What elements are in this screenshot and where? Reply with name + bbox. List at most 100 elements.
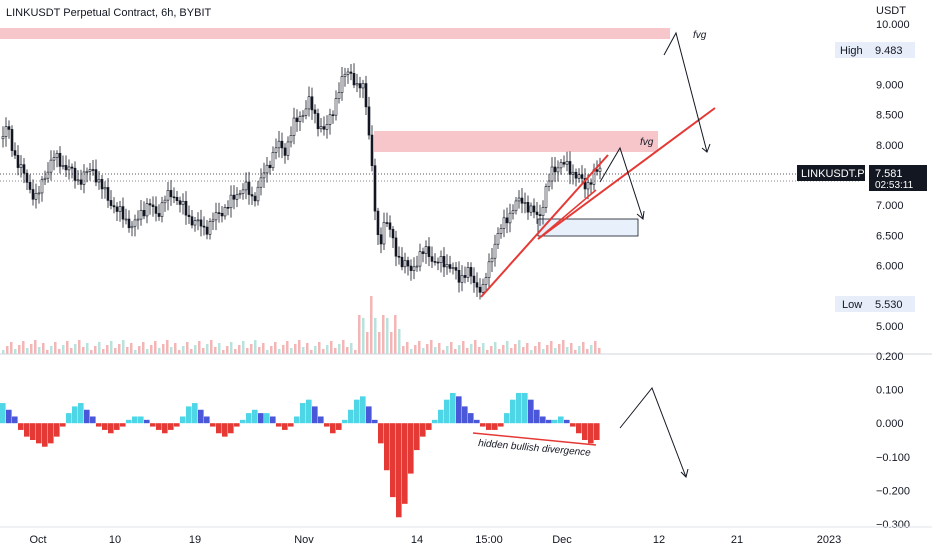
volume-bar bbox=[418, 341, 421, 354]
candle-body bbox=[319, 126, 323, 130]
candle-body bbox=[49, 159, 53, 173]
price-axis: 10.000 9.000 8.500 8.000 7.000 6.500 6.000 5.00… bbox=[876, 19, 910, 333]
candle-body bbox=[580, 174, 584, 179]
oscillator-bar bbox=[474, 419, 480, 424]
oscillator-bar bbox=[414, 423, 420, 451]
candle-body bbox=[442, 256, 446, 268]
volume-bar bbox=[438, 343, 441, 354]
candle-body bbox=[487, 261, 491, 278]
candle-body bbox=[37, 192, 41, 195]
candle-body bbox=[169, 190, 173, 198]
volume-bar bbox=[390, 332, 393, 354]
volume-bar bbox=[586, 349, 589, 354]
candle-body bbox=[415, 265, 419, 268]
volume-bar bbox=[434, 347, 437, 354]
oscillator-bar bbox=[48, 423, 54, 444]
candle-body bbox=[364, 83, 368, 108]
volume-bar bbox=[558, 344, 561, 354]
candle-body bbox=[337, 92, 341, 99]
oscillator-bar bbox=[408, 423, 414, 474]
candle-body bbox=[367, 106, 371, 136]
candle-body bbox=[139, 209, 143, 220]
candle-body bbox=[439, 256, 443, 263]
oscillator-bar bbox=[300, 403, 306, 424]
volume-bar bbox=[374, 318, 377, 354]
oscillator-bar bbox=[510, 399, 516, 424]
volume-bar bbox=[354, 350, 357, 354]
candle-body bbox=[46, 171, 50, 179]
volume-bar bbox=[90, 350, 93, 354]
time-axis: Oct 10 19 Nov 14 15:00 Dec 12 21 2023 bbox=[29, 534, 841, 546]
oscillator-bar bbox=[246, 413, 252, 424]
candle-body bbox=[559, 162, 563, 169]
candle-body bbox=[577, 174, 581, 179]
oscillator-bar bbox=[204, 416, 210, 424]
oscillator-bar bbox=[564, 419, 570, 424]
volume-bar bbox=[466, 348, 469, 354]
volume-bar bbox=[322, 349, 325, 354]
volume-bar bbox=[402, 346, 405, 354]
volume-bar bbox=[254, 340, 257, 354]
volume-bar bbox=[506, 341, 509, 354]
candle-body bbox=[448, 264, 452, 269]
candle-body bbox=[31, 189, 35, 200]
volume-bar bbox=[70, 348, 73, 354]
oscillator-bar bbox=[420, 423, 426, 437]
candle-body bbox=[238, 193, 242, 196]
candle-body bbox=[424, 246, 428, 254]
osc-tick: 0.200 bbox=[876, 351, 904, 363]
candle-body bbox=[100, 179, 104, 190]
candle-body bbox=[34, 193, 38, 200]
low-marker-bg bbox=[835, 296, 915, 312]
candle-body bbox=[55, 153, 59, 158]
volume-bar bbox=[10, 342, 13, 354]
projection-path-top bbox=[663, 31, 708, 153]
volume-bar bbox=[114, 348, 117, 354]
candle-body bbox=[127, 218, 131, 229]
candle-body bbox=[214, 212, 218, 221]
oscillator-bar bbox=[312, 406, 318, 424]
volume-bar bbox=[2, 350, 5, 354]
fvg-zone-mid bbox=[374, 131, 658, 152]
candle-body bbox=[499, 228, 503, 234]
candle-body bbox=[268, 164, 272, 169]
volume-bar bbox=[142, 342, 145, 354]
volume-bar bbox=[222, 350, 225, 354]
volume-bar bbox=[66, 341, 69, 354]
oscillator-bar bbox=[342, 419, 348, 424]
osc-tick: 0.100 bbox=[876, 385, 904, 397]
candle-body bbox=[457, 270, 461, 283]
candle-body bbox=[208, 221, 212, 235]
volume-bar bbox=[230, 342, 233, 354]
candle-body bbox=[22, 164, 26, 174]
candle-body bbox=[412, 266, 416, 271]
oscillator-bar bbox=[168, 423, 174, 430]
high-marker-value: 9.483 bbox=[875, 45, 903, 57]
candle-body bbox=[520, 197, 524, 204]
oscillator-bar bbox=[390, 423, 396, 498]
oscillator-bar bbox=[138, 416, 144, 424]
oscillator-bar bbox=[162, 423, 168, 434]
price-tick: 6.500 bbox=[876, 230, 904, 242]
volume-bar bbox=[478, 347, 481, 354]
volume-bar bbox=[106, 345, 109, 354]
candle-body bbox=[481, 283, 485, 293]
volume-bar bbox=[194, 345, 197, 354]
oscillator-bar bbox=[18, 423, 24, 430]
volume-bar bbox=[422, 348, 425, 354]
candle-body bbox=[433, 261, 437, 263]
volume-bar bbox=[118, 344, 121, 354]
candle-body bbox=[475, 282, 479, 288]
oscillator-bar bbox=[576, 423, 582, 434]
oscillator-bar bbox=[462, 406, 468, 424]
volume-bar bbox=[550, 341, 553, 354]
candle-body bbox=[43, 177, 47, 180]
candle-body bbox=[469, 267, 473, 277]
oscillator-bar bbox=[594, 423, 600, 440]
candle-body bbox=[286, 141, 290, 156]
oscillator-bar bbox=[504, 413, 510, 424]
candle-body bbox=[241, 189, 245, 194]
candle-body bbox=[289, 135, 293, 143]
candle-body bbox=[52, 157, 56, 161]
volume-bar bbox=[18, 345, 21, 354]
